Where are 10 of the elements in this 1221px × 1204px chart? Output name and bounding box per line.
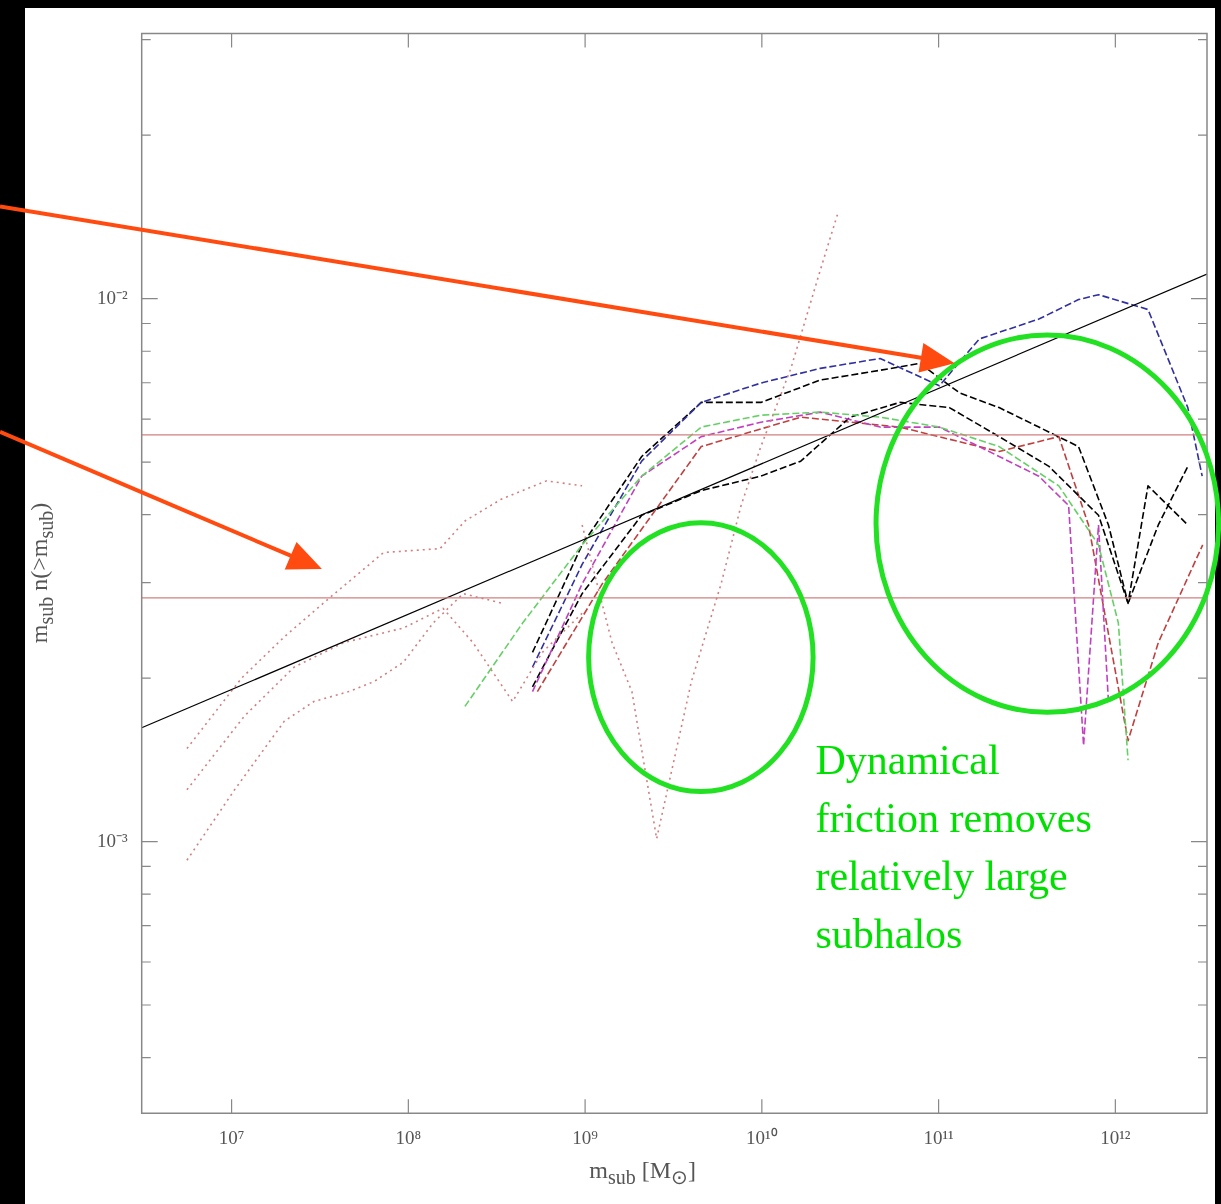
x-axis-title: m$_{sub}$ [M$_{⊙}$] (588, 1157, 698, 1189)
x-tick-label: 10⁷ (218, 1126, 245, 1148)
x-tick-label: 10¹² (1100, 1126, 1131, 1148)
x-tick-label: 10⁸ (395, 1126, 422, 1148)
y-tick-label: 10⁻² (96, 286, 128, 308)
x-tick-label: 10¹¹ (923, 1126, 955, 1148)
x-tick-label: 10¹⁰ (746, 1126, 778, 1148)
x-tick-label: 10⁹ (572, 1126, 599, 1148)
annotation: Dynamical friction removes relatively large subhalos (815, 735, 1093, 959)
y-tick-label: 10⁻³ (96, 829, 128, 851)
